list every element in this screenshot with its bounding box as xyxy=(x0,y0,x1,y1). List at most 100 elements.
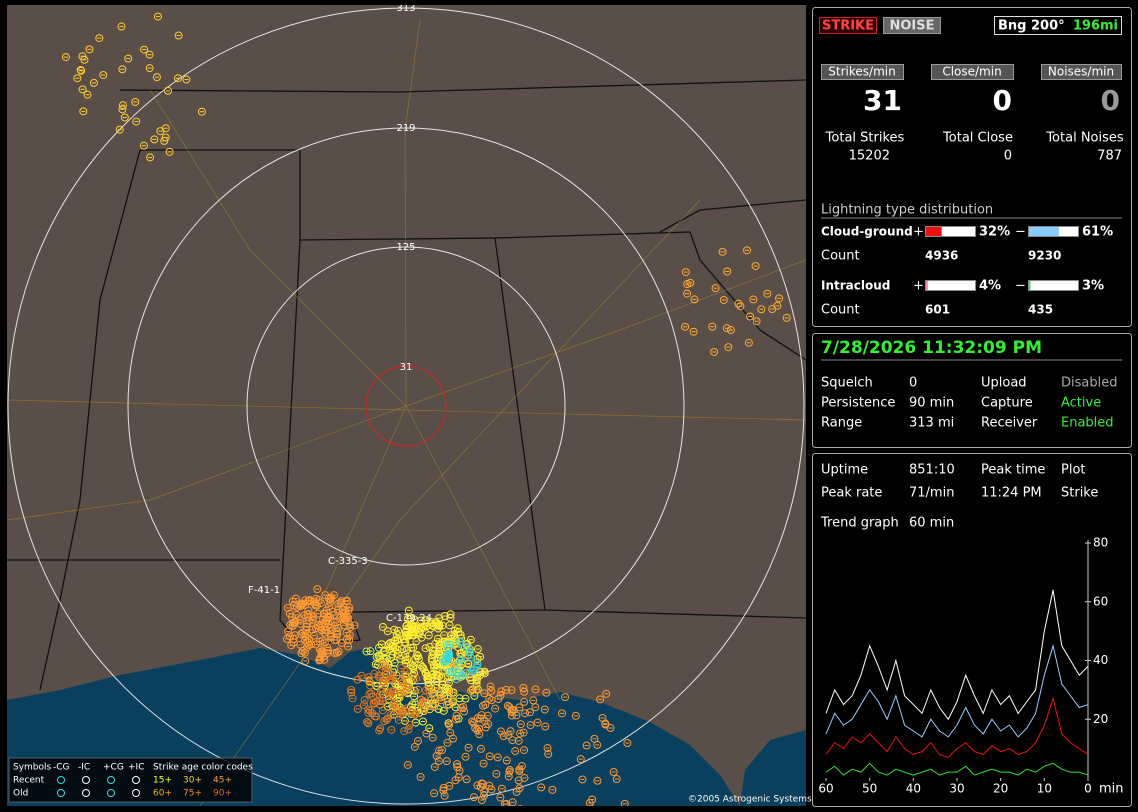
strike-symbol xyxy=(582,741,591,750)
strike-symbol xyxy=(197,107,206,116)
range-label: 313 xyxy=(396,3,415,14)
strike-symbol xyxy=(453,762,462,771)
legend-age: 45+ xyxy=(213,776,232,786)
strike-symbol xyxy=(312,594,321,603)
copyright: ©2005 Astrogenic Systems xyxy=(688,795,812,805)
strike-symbol xyxy=(428,733,437,742)
strike-symbol xyxy=(417,633,426,642)
strike-symbol xyxy=(398,678,407,687)
rate-label: Strikes/min xyxy=(828,65,895,79)
pct-bar xyxy=(926,227,942,236)
sign: + xyxy=(913,225,924,240)
strike-symbol xyxy=(402,704,411,713)
strike-symbol xyxy=(404,606,413,615)
rate-value: 0 xyxy=(1101,84,1120,117)
x-tick-label: 20 xyxy=(993,782,1008,796)
strike-symbol xyxy=(541,722,550,731)
noise-button-label[interactable]: NOISE xyxy=(889,19,934,34)
strike-symbol xyxy=(317,625,326,634)
strike-symbol xyxy=(440,791,449,800)
strike-symbol xyxy=(132,117,141,126)
strike-symbol xyxy=(79,107,88,116)
strike-symbol xyxy=(288,619,297,628)
strike-symbol xyxy=(473,655,482,664)
trend-line xyxy=(825,643,1089,738)
strike-symbol xyxy=(164,86,173,95)
legend-icon xyxy=(82,776,90,784)
strike-symbol xyxy=(139,141,148,150)
strike-symbol xyxy=(327,593,336,602)
strike-symbol xyxy=(316,620,325,629)
strike-symbol xyxy=(378,622,387,631)
strike-symbol xyxy=(473,645,482,654)
strike-symbol xyxy=(620,799,629,806)
strike-symbol xyxy=(99,70,108,79)
strike-symbol xyxy=(509,706,518,715)
x-tick-label: 60 xyxy=(818,782,833,796)
field-label: Range xyxy=(821,416,862,431)
total-label: Total Noises xyxy=(1045,131,1124,146)
strike-symbol xyxy=(744,338,753,347)
strike-symbol xyxy=(396,689,405,698)
strike-symbol xyxy=(440,612,449,621)
strike-symbol xyxy=(502,685,511,694)
strike-symbol xyxy=(370,699,379,708)
strike-symbol xyxy=(464,643,473,652)
strike-symbol xyxy=(385,689,394,698)
strike-symbol xyxy=(384,640,393,649)
strike-symbol xyxy=(507,686,516,695)
strike-symbol xyxy=(77,66,86,75)
strike-symbol xyxy=(405,720,414,729)
strike-symbol xyxy=(453,624,462,633)
strike-symbol xyxy=(763,289,772,298)
strike-symbol xyxy=(403,760,412,769)
strike-symbol xyxy=(529,696,538,705)
strike-symbol xyxy=(297,630,306,639)
strike-button[interactable] xyxy=(819,17,877,34)
rate-value: 31 xyxy=(863,84,902,117)
strike-symbol xyxy=(322,616,331,625)
strike-symbol xyxy=(472,662,481,671)
rate-label-box xyxy=(1041,64,1122,80)
strike-symbol xyxy=(317,647,326,656)
strike-symbol xyxy=(746,312,755,321)
trend-line xyxy=(825,589,1089,721)
strike-symbol xyxy=(341,616,350,625)
noise-button[interactable] xyxy=(883,17,941,34)
strike-symbol xyxy=(593,776,602,785)
strike-symbol xyxy=(751,261,760,270)
strike-symbol xyxy=(477,711,486,720)
strike-symbol xyxy=(486,682,495,691)
strike-symbol xyxy=(146,153,155,162)
strike-symbol xyxy=(596,695,605,704)
strike-symbol xyxy=(479,759,488,768)
strike-symbol xyxy=(389,671,398,680)
strike-symbol xyxy=(749,295,758,304)
strike-symbol xyxy=(372,712,381,721)
strike-symbol xyxy=(689,327,698,336)
strike-symbol xyxy=(320,638,329,647)
y-tick-label: 80 xyxy=(1093,536,1108,550)
strike-symbol xyxy=(434,757,443,766)
strike-symbol xyxy=(485,694,494,703)
strike-symbol xyxy=(364,719,373,728)
rate-value: 0 xyxy=(993,84,1012,117)
strike-symbol xyxy=(61,53,70,62)
strike-symbol xyxy=(400,688,409,697)
strike-symbol xyxy=(397,664,406,673)
strike-symbol xyxy=(472,679,481,688)
strike-symbol xyxy=(442,757,451,766)
count: 601 xyxy=(925,303,950,317)
strike-symbol xyxy=(485,752,494,761)
stat-text: Plot xyxy=(1061,463,1086,478)
strike-symbol xyxy=(531,685,540,694)
strike-symbol xyxy=(416,700,425,709)
strike-symbol xyxy=(548,785,557,794)
strike-symbol xyxy=(309,613,318,622)
strike-symbol xyxy=(115,125,124,134)
strike-symbol xyxy=(347,688,356,697)
strike-symbol xyxy=(475,730,484,739)
strike-button-label[interactable]: STRIKE xyxy=(822,19,874,34)
sign: − xyxy=(1015,225,1026,240)
strike-symbol xyxy=(424,681,433,690)
